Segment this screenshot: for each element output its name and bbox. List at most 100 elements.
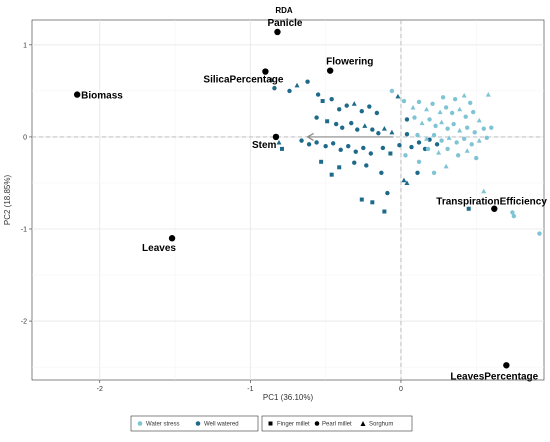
- point-water-stress: [424, 136, 430, 141]
- point-water-stress: [464, 148, 470, 153]
- point-water-stress: [415, 132, 420, 138]
- point-well-watered: [329, 172, 334, 177]
- point-water-stress: [469, 142, 474, 147]
- point-well-watered: [352, 160, 357, 165]
- point-well-watered: [434, 142, 440, 147]
- point-water-stress: [489, 125, 494, 130]
- point-well-watered: [416, 140, 422, 145]
- point-well-watered: [319, 159, 324, 164]
- y-tick-label: -1: [21, 227, 27, 234]
- y-tick-label: 1: [23, 42, 27, 49]
- arrow-head: [306, 132, 314, 141]
- point-well-watered: [320, 99, 325, 104]
- point-well-watered: [351, 101, 357, 106]
- variable-point-silicapercentage: [262, 68, 269, 75]
- variable-point-panicle: [274, 28, 281, 36]
- point-water-stress: [410, 104, 416, 110]
- point-well-watered: [325, 119, 330, 124]
- legend-well-watered-swatch: [195, 421, 201, 426]
- variable-point-leaves: [168, 235, 176, 242]
- point-well-watered: [362, 123, 368, 128]
- variable-label-biomass: Biomass: [81, 91, 123, 102]
- point-water-stress: [412, 115, 417, 120]
- point-water-stress: [457, 127, 463, 133]
- point-water-stress: [439, 138, 444, 143]
- variable-label-transpirationefficiency: TranspirationEfficiency: [436, 197, 547, 208]
- y-tick-label: 0: [23, 134, 27, 141]
- point-water-stress: [445, 146, 450, 152]
- point-well-watered: [404, 117, 410, 122]
- point-water-stress: [451, 121, 456, 127]
- point-water-stress: [476, 138, 482, 143]
- point-water-stress: [427, 117, 432, 122]
- point-well-watered: [409, 144, 414, 150]
- legend-sorghum-swatch: [360, 421, 366, 426]
- point-water-stress: [461, 92, 467, 98]
- point-well-watered: [314, 115, 319, 120]
- y-tick-label: -2: [21, 319, 27, 326]
- point-water-stress: [537, 231, 542, 236]
- point-well-watered: [359, 197, 364, 202]
- variable-label-panicle: Panicle: [267, 18, 302, 29]
- point-well-watered: [388, 151, 393, 156]
- legend-well-watered-label: Well watered: [204, 422, 239, 428]
- legend-finger-millet-swatch: [268, 421, 273, 426]
- point-water-stress: [431, 170, 437, 176]
- point-water-stress: [476, 117, 482, 123]
- legend-species: Finger millet Pearl millet Sorghum: [261, 415, 413, 432]
- point-water-stress: [481, 126, 486, 131]
- point-well-watered: [364, 163, 369, 168]
- legend-treatment: Water stress Well watered: [130, 415, 259, 432]
- point-water-stress: [443, 105, 449, 110]
- point-water-stress: [433, 123, 438, 129]
- point-water-stress: [484, 135, 489, 141]
- loading-arrow: [306, 132, 394, 141]
- point-well-watered: [299, 138, 304, 143]
- point-water-stress: [389, 88, 395, 94]
- point-water-stress: [419, 120, 425, 126]
- point-well-watered: [353, 149, 358, 154]
- point-well-watered: [367, 104, 372, 109]
- variable-label-leavespercentage: LeavesPercentage: [450, 371, 538, 382]
- legend-finger-millet-label: Finger millet: [277, 422, 310, 428]
- point-well-watered: [361, 145, 366, 151]
- point-well-watered: [305, 79, 310, 84]
- point-water-stress: [474, 155, 479, 161]
- point-well-watered: [349, 120, 354, 126]
- point-well-watered: [415, 170, 420, 176]
- point-well-watered: [272, 85, 277, 91]
- point-well-watered: [380, 145, 386, 151]
- point-water-stress: [439, 119, 445, 125]
- point-well-watered: [337, 165, 342, 170]
- point-water-stress: [510, 210, 515, 215]
- point-well-watered: [422, 146, 428, 152]
- x-tick-label: -2: [97, 386, 103, 393]
- point-water-stress: [431, 132, 437, 138]
- point-water-stress: [449, 110, 455, 116]
- point-well-watered: [287, 88, 292, 94]
- point-well-watered: [379, 170, 384, 176]
- point-well-watered: [314, 140, 319, 145]
- legend-pearl-millet-swatch: [314, 421, 320, 426]
- point-water-stress: [463, 114, 468, 119]
- chart-title: RDA: [275, 6, 293, 15]
- variable-point-flowering: [326, 67, 334, 74]
- axis-ticks: -2 -1 0 1 0 -1 -2: [21, 42, 403, 393]
- point-well-watered: [337, 107, 342, 112]
- point-well-watered: [389, 129, 395, 135]
- point-well-watered: [466, 206, 471, 211]
- legend-species-box: [261, 415, 413, 432]
- variable-label-leaves: Leaves: [142, 243, 176, 254]
- point-water-stress: [511, 213, 517, 219]
- legend-sorghum-label: Sorghum: [369, 422, 393, 428]
- point-well-watered: [268, 77, 274, 82]
- variable-point-stem: [272, 133, 280, 141]
- point-water-stress: [454, 140, 459, 145]
- point-water-stress: [472, 130, 477, 135]
- point-water-stress: [471, 109, 476, 115]
- variable-label-stem: Stem: [252, 140, 277, 151]
- point-water-stress: [440, 95, 446, 100]
- observation-points: [268, 77, 542, 236]
- legend-treatment-box: [130, 415, 259, 432]
- variable-point-leavespercentage: [503, 362, 510, 369]
